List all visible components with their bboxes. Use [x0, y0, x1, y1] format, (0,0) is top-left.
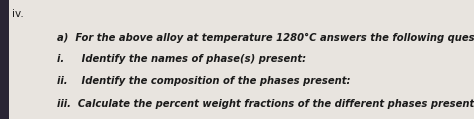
Text: iv.: iv. [12, 9, 24, 19]
Text: ii.    Identify the composition of the phases present:: ii. Identify the composition of the phas… [57, 76, 350, 86]
FancyBboxPatch shape [0, 0, 9, 119]
Text: i.     Identify the names of phase(s) present:: i. Identify the names of phase(s) presen… [57, 55, 306, 64]
Text: a)  For the above alloy at temperature 1280°C answers the following questions:: a) For the above alloy at temperature 12… [57, 33, 474, 43]
Text: iii.  Calculate the percent weight fractions of the different phases present.: iii. Calculate the percent weight fracti… [57, 99, 474, 109]
